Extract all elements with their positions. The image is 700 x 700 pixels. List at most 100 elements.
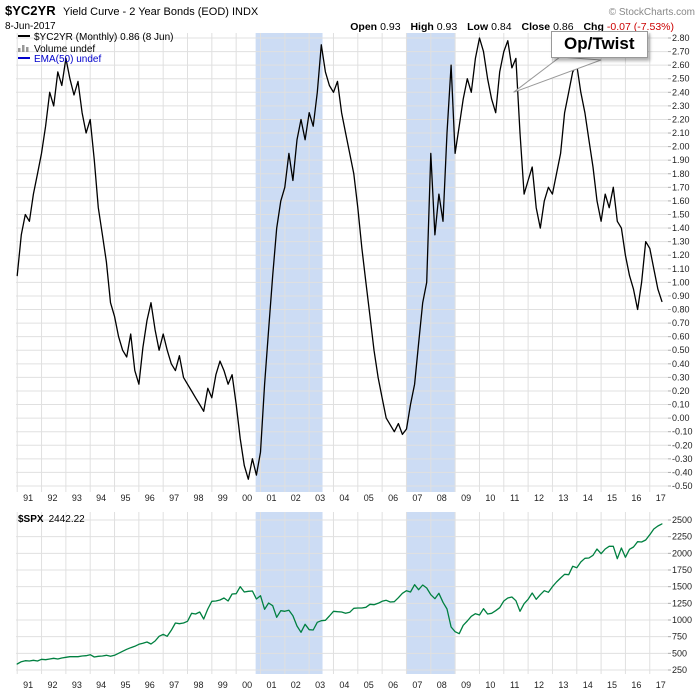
- svg-text:2.10: 2.10: [672, 128, 690, 138]
- svg-text:14: 14: [583, 680, 593, 690]
- svg-text:03: 03: [315, 493, 325, 503]
- volume-bars-icon: [18, 44, 29, 52]
- svg-text:0.70: 0.70: [672, 318, 690, 328]
- legend-row-price: $YC2YR (Monthly) 0.86 (8 Jun): [18, 32, 174, 44]
- low-value: 0.84: [491, 21, 512, 33]
- chart-header: $YC2YR Yield Curve - 2 Year Bonds (EOD) …: [5, 2, 700, 33]
- svg-text:2.50: 2.50: [672, 74, 690, 84]
- svg-text:09: 09: [461, 493, 471, 503]
- chg-value: -0.07 (-7.53%): [606, 21, 674, 33]
- svg-text:10: 10: [485, 680, 495, 690]
- volume-legend-label: Volume undef: [34, 43, 96, 55]
- svg-text:500: 500: [672, 648, 687, 658]
- copyright-text: © StockCharts.com: [608, 7, 695, 18]
- svg-text:0.90: 0.90: [672, 291, 690, 301]
- svg-text:1.40: 1.40: [672, 223, 690, 233]
- svg-text:2.80: 2.80: [672, 33, 690, 43]
- header-row-title: $YC2YR Yield Curve - 2 Year Bonds (EOD) …: [5, 2, 700, 20]
- svg-text:2.70: 2.70: [672, 47, 690, 57]
- price-line-swatch-icon: [18, 35, 30, 38]
- high-label: High: [410, 21, 434, 33]
- svg-text:95: 95: [120, 493, 130, 503]
- svg-text:04: 04: [339, 680, 349, 690]
- ema-legend-label: EMA(50) undef: [34, 54, 102, 65]
- lower-legend: $SPX 2442.22: [18, 514, 85, 525]
- svg-text:98: 98: [193, 680, 203, 690]
- svg-text:04: 04: [339, 493, 349, 503]
- svg-text:16: 16: [631, 680, 641, 690]
- svg-text:0.00: 0.00: [672, 413, 690, 423]
- svg-text:-0.40: -0.40: [672, 467, 693, 477]
- svg-text:97: 97: [169, 493, 179, 503]
- svg-text:1.00: 1.00: [672, 277, 690, 287]
- svg-text:1750: 1750: [672, 565, 692, 575]
- svg-text:10: 10: [485, 493, 495, 503]
- legend-row-ema: EMA(50) undef: [18, 54, 174, 66]
- svg-text:98: 98: [193, 493, 203, 503]
- svg-text:13: 13: [558, 680, 568, 690]
- svg-text:2000: 2000: [672, 548, 692, 558]
- svg-text:0.30: 0.30: [672, 372, 690, 382]
- svg-text:96: 96: [145, 680, 155, 690]
- quote-strip: Open 0.93 High 0.93 Low 0.84 Close 0.86 Chg -…: [343, 21, 674, 33]
- op-twist-annotation: Op/Twist: [551, 31, 648, 58]
- svg-text:12: 12: [534, 680, 544, 690]
- svg-text:1.10: 1.10: [672, 264, 690, 274]
- svg-text:2.20: 2.20: [672, 114, 690, 124]
- svg-text:1.80: 1.80: [672, 169, 690, 179]
- header-row-quote: 8-Jun-2017 Open 0.93 High 0.93 Low 0.84 Clo…: [5, 21, 700, 33]
- svg-text:16: 16: [631, 493, 641, 503]
- svg-text:09: 09: [461, 680, 471, 690]
- legend-row-volume: Volume undef: [18, 44, 174, 56]
- svg-text:17: 17: [656, 493, 666, 503]
- spx-value: 2442.22: [48, 514, 85, 525]
- svg-text:1.30: 1.30: [672, 237, 690, 247]
- chg-label: Chg: [583, 21, 604, 33]
- svg-text:95: 95: [120, 680, 130, 690]
- svg-text:91: 91: [23, 680, 33, 690]
- svg-text:01: 01: [266, 680, 276, 690]
- svg-text:250: 250: [672, 665, 687, 675]
- svg-text:-0.50: -0.50: [672, 481, 693, 491]
- main-legend: $YC2YR (Monthly) 0.86 (8 Jun) Volume und…: [18, 32, 174, 66]
- svg-text:1.60: 1.60: [672, 196, 690, 206]
- svg-text:17: 17: [656, 680, 666, 690]
- svg-text:93: 93: [72, 493, 82, 503]
- svg-text:0.40: 0.40: [672, 359, 690, 369]
- close-label: Close: [521, 21, 551, 33]
- main-chart: 2.80 2.70 2.60 2.50 2.40 2.30 2.20 2.10 2.00 1.90…: [16, 33, 693, 503]
- svg-text:1.50: 1.50: [672, 209, 690, 219]
- svg-text:97: 97: [169, 680, 179, 690]
- svg-text:02: 02: [291, 493, 301, 503]
- svg-text:93: 93: [72, 680, 82, 690]
- svg-text:94: 94: [96, 680, 106, 690]
- svg-text:15: 15: [607, 680, 617, 690]
- svg-text:0.20: 0.20: [672, 386, 690, 396]
- svg-text:15: 15: [607, 493, 617, 503]
- svg-text:1.90: 1.90: [672, 155, 690, 165]
- svg-text:91: 91: [23, 493, 33, 503]
- svg-text:02: 02: [291, 680, 301, 690]
- svg-text:94: 94: [96, 493, 106, 503]
- svg-text:14: 14: [583, 493, 593, 503]
- svg-text:-0.20: -0.20: [672, 440, 693, 450]
- svg-text:750: 750: [672, 632, 687, 642]
- svg-text:1000: 1000: [672, 615, 692, 625]
- svg-text:1250: 1250: [672, 598, 692, 608]
- high-value: 0.93: [436, 21, 458, 33]
- svg-text:05: 05: [364, 680, 374, 690]
- svg-text:12: 12: [534, 493, 544, 503]
- chart-title: Yield Curve - 2 Year Bonds (EOD) INDX: [63, 6, 259, 18]
- svg-text:07: 07: [412, 493, 422, 503]
- svg-text:2.40: 2.40: [672, 87, 690, 97]
- svg-text:05: 05: [364, 493, 374, 503]
- svg-text:00: 00: [242, 680, 252, 690]
- title-area: $YC2YR Yield Curve - 2 Year Bonds (EOD) …: [5, 2, 258, 20]
- svg-text:06: 06: [388, 493, 398, 503]
- ema-line-swatch-icon: [18, 57, 30, 60]
- low-label: Low: [467, 21, 489, 33]
- ticker-symbol: $YC2YR: [5, 3, 56, 18]
- svg-text:0.10: 0.10: [672, 400, 690, 410]
